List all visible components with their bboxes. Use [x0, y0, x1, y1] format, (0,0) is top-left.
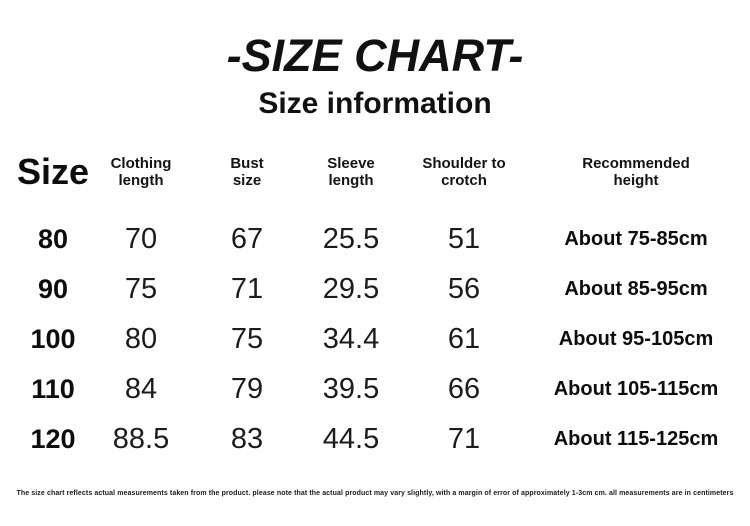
cell-sleeve-length: 39.5	[322, 372, 380, 405]
table-row: 120 88.5 83 44.5 71 About 115-125cm	[11, 414, 739, 464]
cell-recommended-height: About 105-115cm	[553, 377, 719, 400]
cell-size: 90	[37, 273, 69, 304]
cell-clothing-length: 84	[124, 372, 158, 405]
cell-size: 110	[31, 373, 75, 404]
column-header-shoulder-to-crotch: Shoulder to crotch	[422, 154, 506, 189]
table-row: 110 84 79 39.5 66 About 105-115cm	[11, 364, 739, 414]
cell-shoulder-to-crotch: 71	[447, 422, 481, 455]
cell-clothing-length: 80	[124, 322, 158, 355]
cell-clothing-length: 88.5	[112, 422, 170, 455]
cell-size: 120	[30, 423, 76, 454]
cell-bust-size: 67	[230, 222, 264, 255]
cell-bust-size: 79	[230, 372, 264, 405]
column-header-bust-size: Bust size	[230, 154, 264, 189]
cell-bust-size: 71	[230, 272, 264, 305]
table-row: 100 80 75 34.4 61 About 95-105cm	[11, 314, 739, 364]
table-header-row: Size Clothing length Bust size Sleeve le…	[11, 146, 739, 198]
cell-clothing-length: 75	[124, 272, 158, 305]
cell-shoulder-to-crotch: 56	[447, 272, 481, 305]
column-header-recommended-height: Recommended height	[582, 154, 690, 189]
cell-size: 80	[37, 223, 69, 254]
table-row: 80 70 67 25.5 51 About 75-85cm	[11, 214, 739, 264]
page-title: -SIZE CHART-	[226, 30, 524, 81]
cell-shoulder-to-crotch: 51	[447, 222, 481, 255]
cell-shoulder-to-crotch: 66	[447, 372, 481, 405]
column-header-size: Size	[16, 151, 90, 192]
page-subtitle: Size information	[258, 87, 492, 120]
column-header-clothing-length: Clothing length	[110, 154, 172, 189]
cell-bust-size: 75	[230, 322, 264, 355]
cell-recommended-height: About 115-125cm	[553, 427, 719, 450]
cell-sleeve-length: 44.5	[322, 422, 380, 455]
cell-bust-size: 83	[230, 422, 264, 455]
cell-shoulder-to-crotch: 61	[447, 322, 481, 355]
cell-sleeve-length: 34.4	[322, 322, 380, 355]
cell-size: 100	[30, 323, 76, 354]
cell-recommended-height: About 85-95cm	[564, 277, 708, 300]
cell-sleeve-length: 25.5	[322, 222, 380, 255]
cell-recommended-height: About 75-85cm	[564, 227, 708, 250]
cell-clothing-length: 70	[124, 222, 158, 255]
column-header-sleeve-length: Sleeve length	[327, 154, 375, 189]
footnote: The size chart reflects actual measureme…	[16, 490, 734, 497]
cell-sleeve-length: 29.5	[322, 272, 380, 305]
cell-recommended-height: About 95-105cm	[558, 327, 714, 350]
table-row: 90 75 71 29.5 56 About 85-95cm	[11, 264, 739, 314]
size-table: Size Clothing length Bust size Sleeve le…	[11, 146, 739, 464]
